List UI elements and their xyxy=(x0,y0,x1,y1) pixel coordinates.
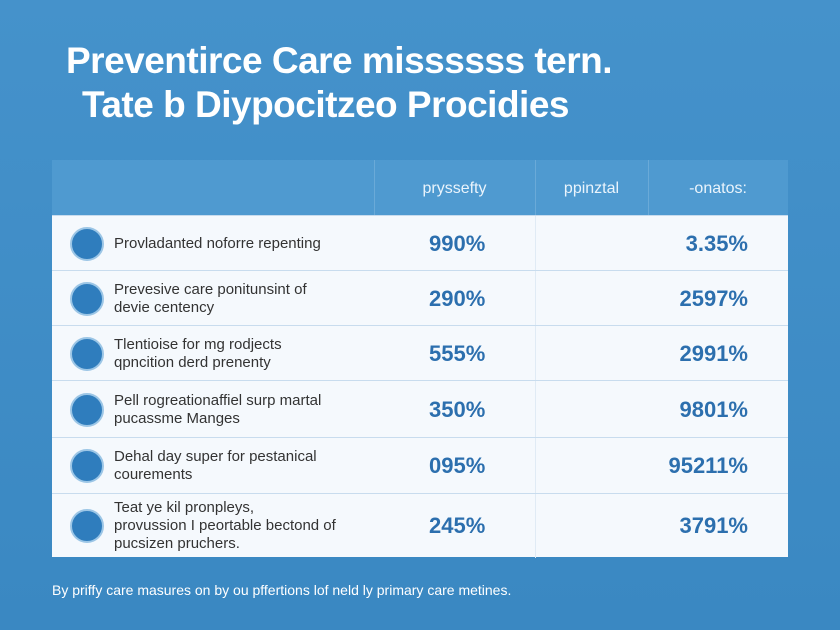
row-icon xyxy=(70,281,104,316)
cell-value: 95211% xyxy=(668,453,748,478)
column-separator xyxy=(535,271,536,326)
column-header: -onatos: xyxy=(689,180,747,197)
label-line: Prevesive care ponitunsint of xyxy=(114,280,307,298)
cell-value: 095% xyxy=(429,453,486,478)
label-line: pucassme Manges xyxy=(114,409,240,427)
column-separator xyxy=(535,438,536,494)
row-icon xyxy=(70,449,104,483)
title-line: Tate b Diypocitzeo Procidies xyxy=(82,84,569,125)
row-label: Tlentioise for mg rodjects qpncition derd… xyxy=(114,336,282,372)
label-line: Dehal day super for pestanical xyxy=(114,448,317,465)
cell-value: 2597% xyxy=(679,285,748,311)
cell-value: 555% xyxy=(429,340,486,366)
label-line: pucsizen pruchers. xyxy=(114,535,240,552)
row-icon xyxy=(70,509,104,543)
cell-value: 2991% xyxy=(679,340,748,366)
table-row: Prevesive care ponitunsint of devie cente… xyxy=(52,270,788,326)
table-header: pryssefty ppinztal -onatos: xyxy=(52,160,788,215)
column-header: ppinztal xyxy=(563,180,620,197)
table-row: Pell rogreationaffiel surp martal pucassm… xyxy=(52,380,788,438)
cell-value: 245% xyxy=(429,513,486,538)
row-icon xyxy=(70,392,104,427)
label-line: Teat ye kil pronpleys, xyxy=(114,499,255,516)
column-separator xyxy=(374,160,375,215)
row-icon xyxy=(70,336,104,371)
cell-value: 3.35% xyxy=(685,230,748,256)
table-row: Dehal day super for pestanical courements… xyxy=(52,437,788,494)
label-line: provussion I peortable bectond of xyxy=(114,517,336,534)
row-label: Teat ye kil pronpleys, provussion I peort… xyxy=(114,499,336,553)
cell-value: 9801% xyxy=(679,396,748,422)
row-label: Provladanted noforre repenting xyxy=(114,235,321,253)
cell-value: 290% xyxy=(429,285,486,311)
row-label: Dehal day super for pestanical courements xyxy=(114,448,317,484)
column-separator xyxy=(535,494,536,558)
label-line: Tlentioise for mg rodjects xyxy=(114,335,282,353)
label-line: devie centency xyxy=(114,298,215,316)
row-icon xyxy=(70,226,104,261)
table-row: Provladanted noforre repenting 990% 3.35% xyxy=(52,215,788,271)
table-row: Teat ye kil pronpleys, provussion I peort… xyxy=(52,493,788,558)
column-header: pryssefty xyxy=(422,180,487,197)
table: pryssefty ppinztal -onatos: Provladanted… xyxy=(52,160,788,558)
column-separator xyxy=(535,216,536,271)
column-separator xyxy=(535,326,536,381)
row-label: Prevesive care ponitunsint of devie cente… xyxy=(114,281,307,317)
label-line: courements xyxy=(114,466,193,483)
label-line: qpncition derd prenenty xyxy=(114,353,271,371)
cell-value: 3791% xyxy=(679,513,748,538)
title-line: Preventirce Care missssss tern. xyxy=(66,40,613,81)
table-row: Tlentioise for mg rodjects qpncition derd… xyxy=(52,325,788,381)
column-separator xyxy=(535,160,536,215)
column-separator xyxy=(535,381,536,438)
cell-value: 350% xyxy=(429,396,486,422)
cell-value: 990% xyxy=(429,230,486,256)
label-line: Pell rogreationaffiel surp martal xyxy=(114,391,322,409)
row-label: Pell rogreationaffiel surp martal pucassm… xyxy=(114,392,321,428)
footer: By priffy care masures on by ou pffertio… xyxy=(52,582,512,598)
label-line: Provladanted noforre repenting xyxy=(114,234,321,252)
column-separator xyxy=(648,160,649,215)
